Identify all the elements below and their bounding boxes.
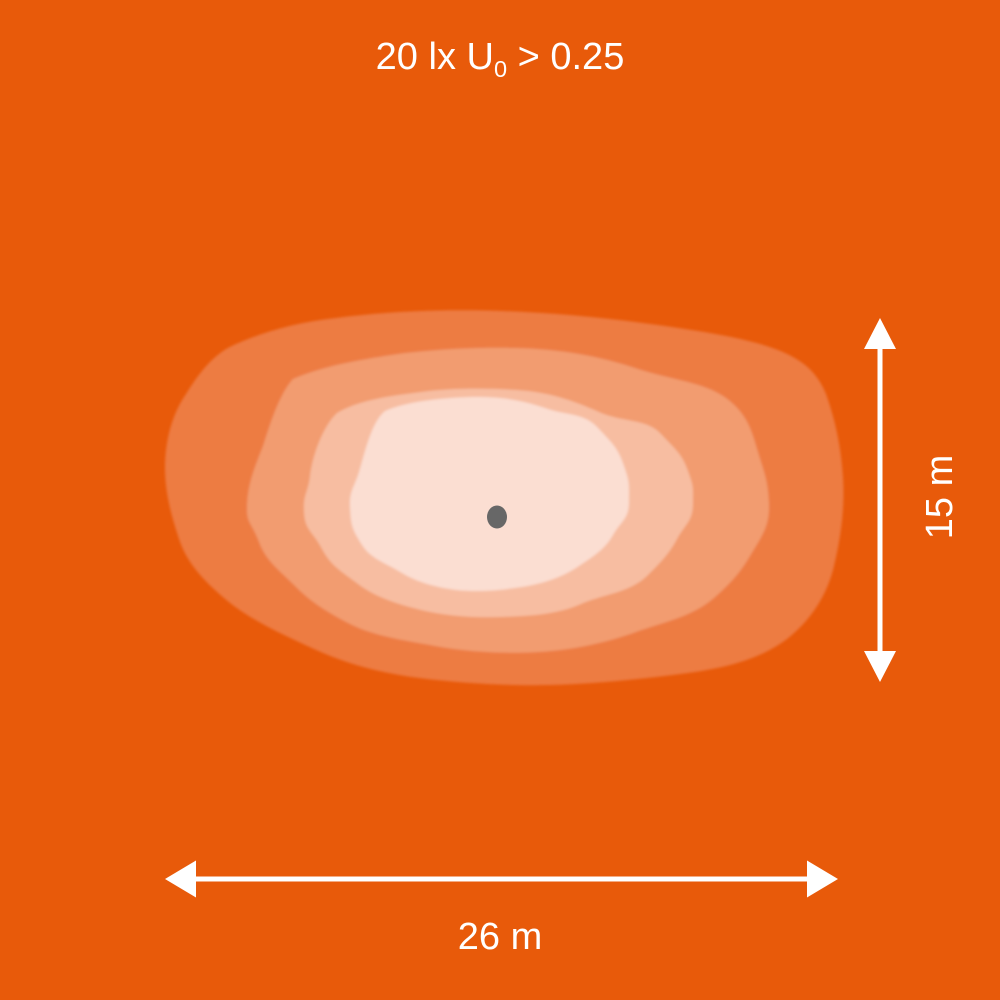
width-dimension-label: 26 m — [457, 916, 543, 958]
contour-level-4 — [349, 396, 630, 592]
chart-title-subscript: 0 — [493, 55, 508, 82]
arrowhead-right-icon — [807, 860, 838, 898]
contour-levels — [165, 310, 844, 686]
arrowhead-left-icon — [165, 860, 196, 898]
chart-title-prefix: 20 lx U — [375, 36, 494, 78]
luminaire-marker — [487, 505, 507, 529]
height-dimension-label: 15 m — [919, 454, 962, 540]
arrowhead-up-icon — [864, 318, 896, 349]
width-dimension-arrow — [165, 860, 838, 898]
arrowhead-down-icon — [864, 651, 896, 682]
chart-title-suffix: > 0.25 — [507, 36, 625, 78]
chart-title: 20 lx U0 > 0.25 — [0, 36, 1000, 82]
height-dimension-arrow — [864, 318, 896, 682]
